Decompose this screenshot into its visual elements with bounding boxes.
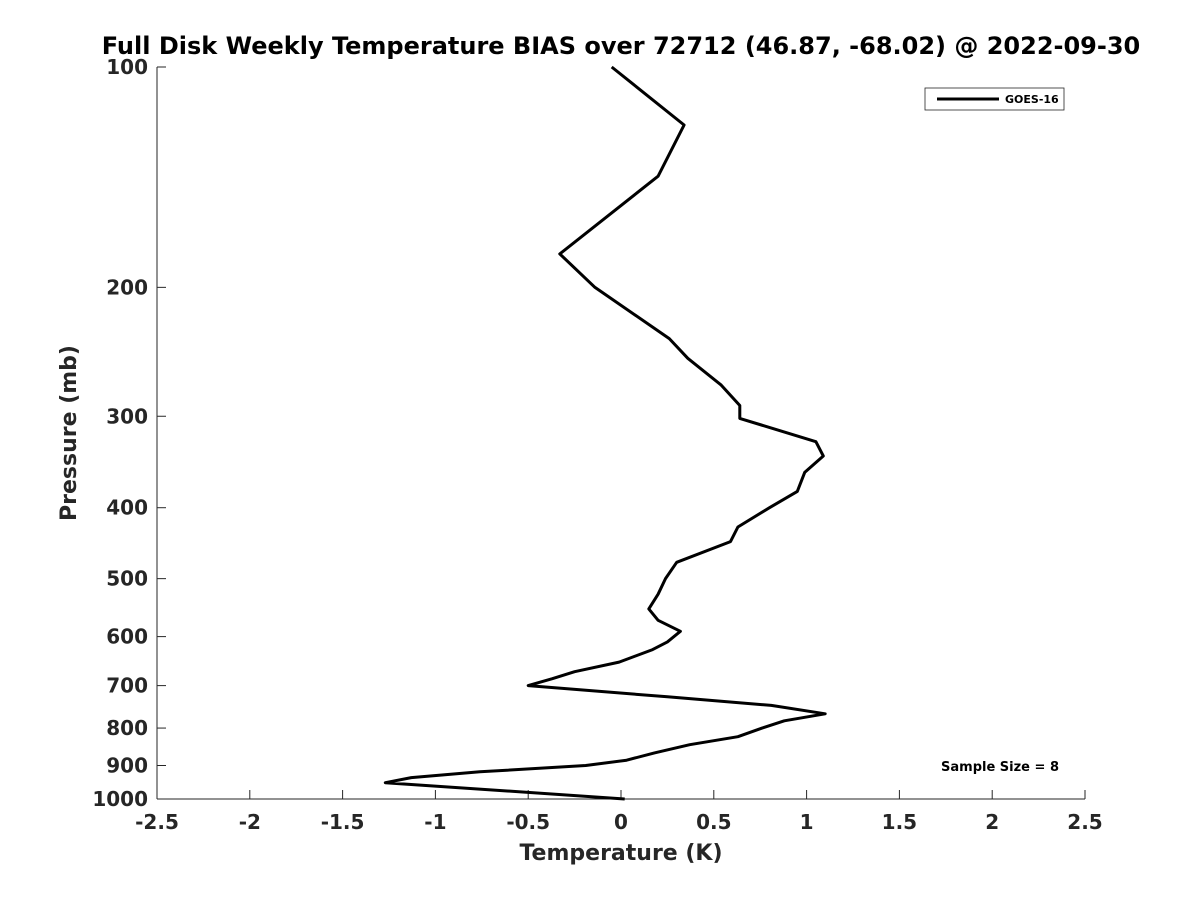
x-tick-label: 2.5 [1067,810,1102,834]
x-tick-label: 0 [614,810,628,834]
y-tick-label: 100 [106,55,148,79]
x-tick-label: 0.5 [696,810,731,834]
y-tick-label: 1000 [92,787,148,811]
plot-area [157,67,1085,799]
series-line-goes-16 [383,65,827,801]
axes [156,67,1085,800]
y-tick-label: 700 [106,674,148,698]
sample-size-annotation: Sample Size = 8 [941,760,1059,775]
x-tick-label: -1 [424,810,446,834]
y-tick-label: 800 [106,716,148,740]
x-ticks: -2.5 -2 -1.5 -1 -0.5 0 0.5 1 1.5 2 2.5 [135,790,1103,834]
x-tick-label: 1 [800,810,814,834]
x-axis-label: Temperature (K) [519,841,722,866]
y-tick-label: 200 [106,275,148,299]
series-layer [383,65,827,801]
x-tick-label: 2 [985,810,999,834]
x-tick-label: -0.5 [506,810,550,834]
y-axis-label: Pressure (mb) [57,345,82,521]
y-tick-label: 500 [106,567,148,591]
y-tick-label: 400 [106,496,148,520]
legend-label-goes-16: GOES-16 [1005,93,1059,106]
chart-title: Full Disk Weekly Temperature BIAS over 7… [102,32,1141,60]
legend: GOES-16 [924,87,1065,111]
x-tick-label: 1.5 [882,810,917,834]
y-tick-label: 300 [106,404,148,428]
y-ticks: 100 200 300 400 500 600 700 800 900 1000 [92,55,166,811]
y-tick-label: 600 [106,625,148,649]
x-tick-label: -2.5 [135,810,179,834]
y-tick-label: 900 [106,754,148,778]
x-tick-label: -2 [239,810,261,834]
x-tick-label: -1.5 [321,810,365,834]
